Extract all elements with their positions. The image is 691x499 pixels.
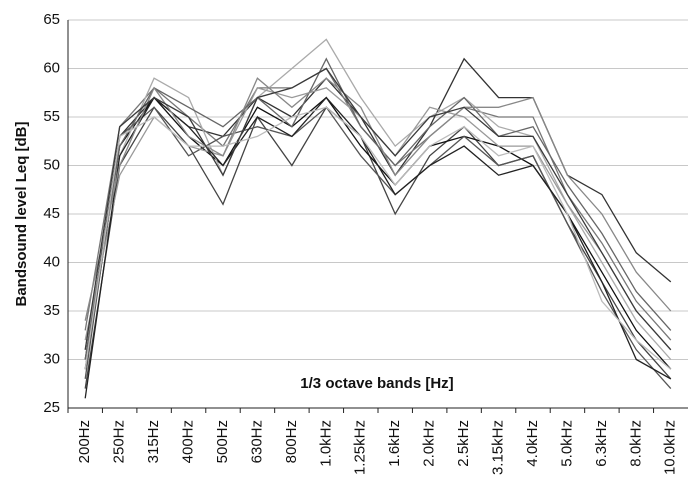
x-tick-label: 3.15kHz — [490, 420, 507, 475]
x-tick-label: 8.0kHz — [627, 420, 644, 467]
y-tick-label: 35 — [43, 302, 60, 319]
x-tick-label: 400Hz — [180, 420, 197, 463]
series-line — [84, 106, 672, 390]
x-tick-label: 4.0kHz — [524, 420, 541, 467]
x-tick-label: 1.0kHz — [317, 420, 334, 467]
x-tick-label: 2.5kHz — [455, 420, 472, 467]
series-line — [84, 67, 672, 351]
y-tick-label: 60 — [43, 59, 60, 76]
series-line — [84, 106, 672, 389]
series-line — [84, 106, 672, 370]
y-tick-label: 25 — [43, 399, 60, 416]
x-axis-label: 1/3 octave bands [Hz] — [300, 375, 453, 392]
series-line — [84, 96, 672, 399]
y-tick-label: 55 — [43, 108, 60, 125]
y-tick-label: 50 — [43, 156, 60, 173]
x-tick-label: 1.6kHz — [386, 420, 403, 467]
y-axis-label: Bandsound level Leq [dB] — [13, 121, 30, 306]
x-tick-label: 250Hz — [111, 420, 128, 463]
x-tick-label: 2.0kHz — [421, 420, 438, 467]
x-tick-label: 630Hz — [248, 420, 265, 463]
series-line — [84, 57, 672, 360]
x-tick-label: 10.0kHz — [662, 420, 679, 475]
x-tick-label: 315Hz — [145, 420, 162, 463]
x-tick-label: 5.0kHz — [558, 420, 575, 467]
series-line — [84, 38, 672, 360]
x-tick-label: 800Hz — [283, 420, 300, 463]
x-label-bg — [272, 372, 482, 394]
y-tick-label: 40 — [43, 253, 60, 270]
y-tick-label: 30 — [43, 350, 60, 367]
series-line — [84, 67, 672, 341]
y-tick-label: 45 — [43, 205, 60, 222]
x-tick-label: 1.25kHz — [352, 420, 369, 475]
y-tick-label: 65 — [43, 11, 60, 28]
series-line — [84, 96, 672, 370]
series-line — [84, 77, 672, 321]
x-tick-label: 500Hz — [214, 420, 231, 463]
x-tick-label: 6.3kHz — [593, 420, 610, 467]
x-tick-label: 200Hz — [76, 420, 93, 463]
